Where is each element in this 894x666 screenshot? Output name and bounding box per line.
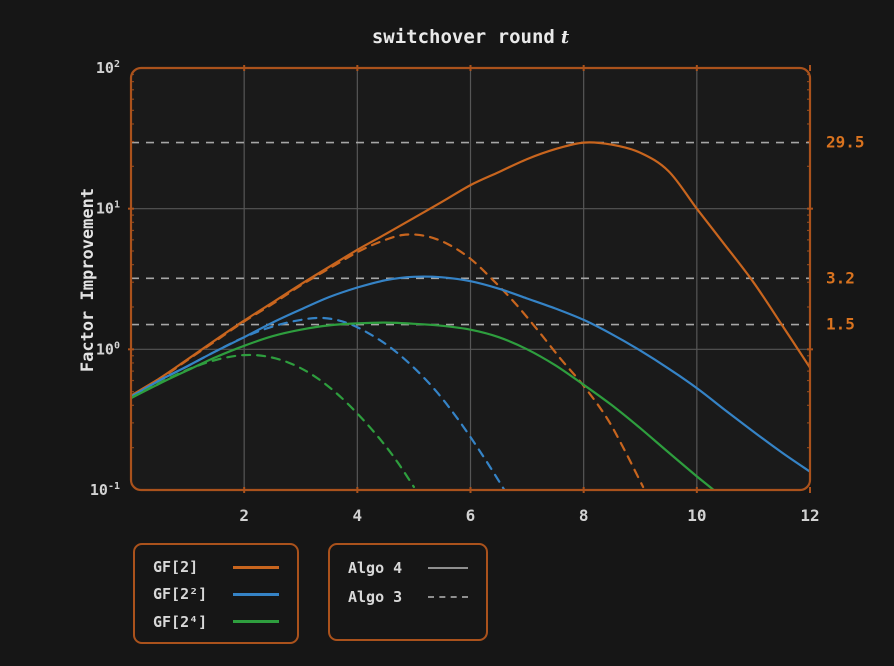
legend-item-algo-1: Algo 3	[348, 586, 472, 608]
legend-item-field-1: GF[2²]	[153, 584, 283, 604]
legend-line-swatch	[233, 565, 279, 569]
legend-item-label: Algo 3	[348, 588, 403, 606]
x-tick-label: 12	[800, 506, 819, 525]
chart-title-text: switchover round	[371, 26, 555, 48]
y-tick-label: 10-1	[90, 481, 120, 499]
legend-item-label: GF[2²]	[153, 585, 208, 604]
legend-item-algo-0: Algo 4	[348, 557, 472, 579]
legend-line-swatch	[428, 567, 468, 569]
legend-item-label: Algo 4	[348, 559, 403, 577]
legend-line-swatch	[428, 596, 468, 598]
y-axis-title: Factor Improvement	[78, 187, 98, 373]
max-annotation-label: 1.5	[826, 315, 855, 334]
legend-fields-box: GF[2] GF[2²] GF[2⁴]	[133, 543, 299, 644]
curve-gf2-algo3	[131, 233, 645, 489]
chart-title-variable: t	[560, 27, 570, 48]
y-tick-label: 102	[96, 59, 120, 77]
y-tick-label: 101	[96, 200, 120, 218]
x-tick-label: 6	[466, 506, 476, 525]
x-tick-label: 8	[579, 506, 589, 525]
curve-gf2-algo3	[131, 316, 506, 490]
legend-line-swatch	[233, 620, 279, 624]
x-tick-label: 4	[353, 506, 363, 525]
legend-algos-box: Algo 4 Algo 3	[328, 543, 488, 641]
curve-gf2-algo4	[131, 321, 715, 490]
legend-item-field-0: GF[2]	[153, 557, 283, 577]
legend-item-label: GF[2⁴]	[153, 612, 208, 631]
legend-item-field-2: GF[2⁴]	[153, 612, 283, 632]
legend-line-swatch	[233, 592, 279, 596]
legend-item-label: GF[2]	[153, 558, 199, 577]
x-tick-label: 2	[239, 506, 249, 525]
x-tick-label: 10	[687, 506, 706, 525]
max-annotation-label: 3.2	[826, 268, 855, 287]
y-tick-label: 100	[96, 340, 120, 358]
max-annotation-label: 29.5	[826, 133, 865, 152]
curve-gf2-algo3	[131, 353, 415, 489]
chart-title: switchover round t	[131, 26, 810, 48]
